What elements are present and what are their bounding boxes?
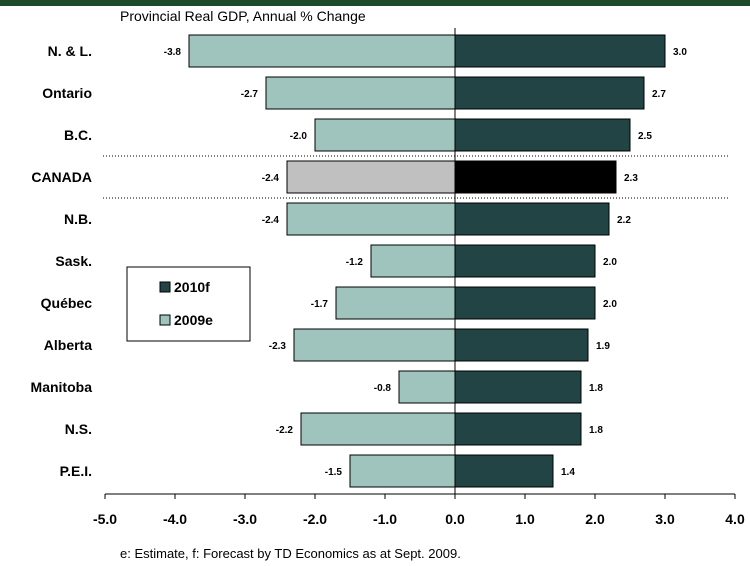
data-label-2010f: 2.2 bbox=[617, 215, 631, 226]
data-label-2010f: 1.8 bbox=[589, 383, 603, 394]
bars bbox=[188, 34, 666, 488]
bar-2009e bbox=[286, 160, 456, 194]
bar-2009e bbox=[370, 244, 456, 278]
data-label-2010f: 2.5 bbox=[638, 131, 652, 142]
legend-swatch-2010f bbox=[159, 281, 171, 293]
legend-swatch-2009e bbox=[159, 314, 171, 326]
bar-2010f bbox=[454, 118, 631, 152]
data-label-2010f: 1.9 bbox=[596, 341, 610, 352]
data-label-2009e: -1.5 bbox=[325, 467, 343, 478]
data-label-2009e: -2.7 bbox=[241, 89, 259, 100]
category-label: B.C. bbox=[64, 127, 92, 143]
bar-2010f bbox=[454, 370, 582, 404]
category-label: Manitoba bbox=[31, 379, 93, 395]
bar-2009e bbox=[398, 370, 456, 404]
bar-2010f bbox=[454, 286, 596, 320]
bar-2010f bbox=[454, 454, 554, 488]
bar-2009e bbox=[314, 118, 456, 152]
x-tick-label: 1.0 bbox=[515, 511, 535, 527]
footnote: e: Estimate, f: Forecast by TD Economics… bbox=[120, 546, 461, 561]
category-label: CANADA bbox=[31, 169, 92, 185]
bar-2009e bbox=[293, 328, 456, 362]
category-label: Québec bbox=[41, 295, 93, 311]
category-label: Alberta bbox=[44, 337, 92, 353]
data-label-2009e: -2.2 bbox=[276, 425, 294, 436]
bar-2010f bbox=[454, 244, 596, 278]
data-label-2010f: 1.4 bbox=[561, 467, 575, 478]
legend-box bbox=[126, 266, 251, 342]
data-label-2010f: 3.0 bbox=[673, 47, 687, 58]
x-tick-label: -5.0 bbox=[93, 511, 117, 527]
x-tick-label: -1.0 bbox=[373, 511, 397, 527]
bar-2010f bbox=[454, 328, 589, 362]
category-label: N. & L. bbox=[48, 43, 92, 59]
category-label: N.B. bbox=[64, 211, 92, 227]
category-label: Ontario bbox=[42, 85, 92, 101]
chart-title: Provincial Real GDP, Annual % Change bbox=[120, 8, 366, 24]
bar-2010f bbox=[454, 76, 645, 110]
data-label-2009e: -1.2 bbox=[346, 257, 364, 268]
bar-2010f bbox=[454, 412, 582, 446]
x-tick-label: 0.0 bbox=[445, 511, 465, 527]
bar-2009e bbox=[188, 34, 456, 68]
x-axis: -5.0 -4.0 -3.0 -2.0 -1.0 0.0 1.0 2.0 3.0 4.0 bbox=[93, 28, 745, 527]
category-labels: N. & L. Ontario B.C. CANADA N.B. Sask. Québec A… bbox=[31, 43, 93, 479]
x-tick-label: -2.0 bbox=[303, 511, 327, 527]
category-label: N.S. bbox=[65, 421, 92, 437]
bar-2009e bbox=[300, 412, 456, 446]
data-label-2010f: 2.7 bbox=[652, 89, 666, 100]
bar-2010f bbox=[454, 202, 610, 236]
data-label-2009e: -2.3 bbox=[269, 341, 287, 352]
top-accent-bar bbox=[0, 0, 750, 6]
bar-2009e bbox=[335, 286, 456, 320]
bar-2009e bbox=[265, 76, 456, 110]
data-label-2009e: -0.8 bbox=[374, 383, 392, 394]
data-label-2010f: 2.0 bbox=[603, 257, 617, 268]
bar-2009e bbox=[349, 454, 456, 488]
x-tick-label: 4.0 bbox=[725, 511, 745, 527]
legend: 2010f 2009e bbox=[126, 266, 251, 342]
legend-label-2009e: 2009e bbox=[174, 312, 213, 328]
canada-separators bbox=[103, 155, 730, 199]
x-tick-label: 2.0 bbox=[585, 511, 605, 527]
x-tick-label: -4.0 bbox=[163, 511, 187, 527]
category-label: Sask. bbox=[55, 253, 92, 269]
bar-2009e bbox=[286, 202, 456, 236]
data-label-2009e: -3.8 bbox=[164, 47, 182, 58]
category-label: P.E.I. bbox=[60, 463, 92, 479]
bar-2010f bbox=[454, 160, 617, 194]
x-tick-label: -3.0 bbox=[233, 511, 257, 527]
legend-label-2010f: 2010f bbox=[174, 279, 210, 295]
x-tick-label: 3.0 bbox=[655, 511, 675, 527]
data-label-2010f: 1.8 bbox=[589, 425, 603, 436]
data-label-2009e: -2.0 bbox=[290, 131, 308, 142]
value-labels: -3.8 3.0 -2.7 2.7 -2.0 2.5 -2.4 2.3 -2.4 2.2 -1.2 2… bbox=[164, 47, 688, 478]
data-label-2009e: -1.7 bbox=[311, 299, 329, 310]
data-label-2010f: 2.3 bbox=[624, 173, 638, 184]
data-label-2010f: 2.0 bbox=[603, 299, 617, 310]
data-label-2009e: -2.4 bbox=[262, 173, 280, 184]
bar-2010f bbox=[454, 34, 666, 68]
data-label-2009e: -2.4 bbox=[262, 215, 280, 226]
